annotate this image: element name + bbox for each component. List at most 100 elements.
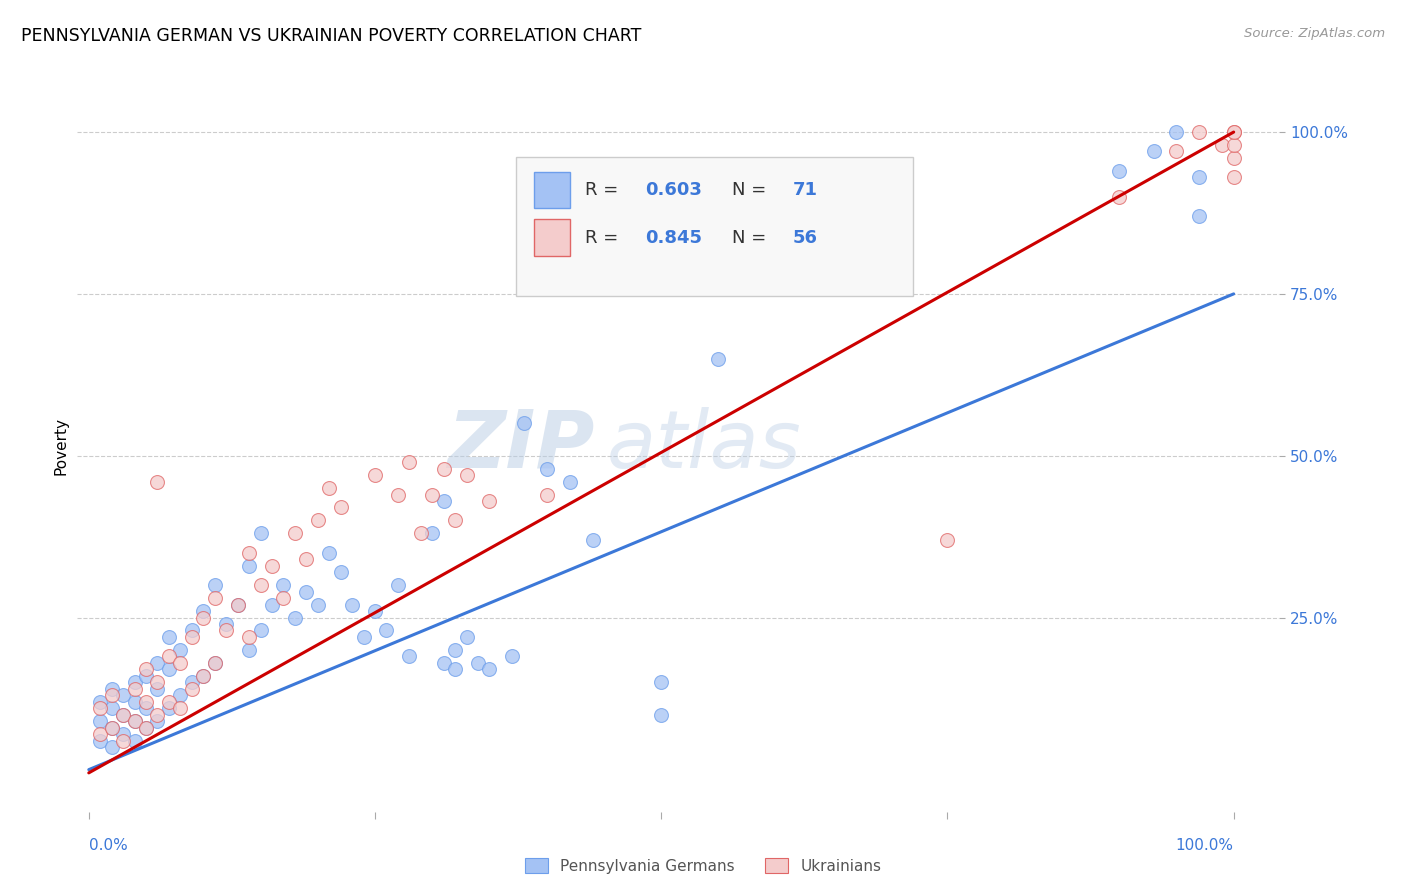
Point: [124, 733, 146, 747]
Point: [936, 533, 959, 547]
Point: [398, 649, 420, 664]
Point: [135, 721, 157, 735]
Point: [249, 578, 271, 592]
Point: [260, 558, 283, 573]
Point: [146, 714, 169, 728]
Text: 0.0%: 0.0%: [89, 838, 128, 853]
Point: [157, 630, 180, 644]
Point: [135, 721, 157, 735]
Text: R =: R =: [585, 181, 624, 199]
Point: [375, 624, 398, 638]
Point: [1222, 151, 1244, 165]
Point: [146, 681, 169, 696]
Point: [146, 475, 169, 489]
Point: [1222, 170, 1244, 185]
Point: [169, 701, 191, 715]
Point: [295, 584, 318, 599]
Point: [124, 695, 146, 709]
Point: [238, 546, 260, 560]
Text: N =: N =: [733, 228, 772, 246]
Point: [226, 598, 249, 612]
Point: [89, 701, 111, 715]
Text: N =: N =: [733, 181, 772, 199]
Point: [100, 739, 122, 754]
Point: [169, 656, 191, 670]
Point: [180, 681, 202, 696]
Point: [329, 500, 352, 515]
Point: [398, 455, 420, 469]
Point: [135, 662, 157, 676]
Point: [409, 526, 432, 541]
Text: ZIP: ZIP: [447, 407, 595, 485]
Point: [193, 610, 215, 624]
Point: [456, 630, 478, 644]
Point: [260, 598, 283, 612]
Point: [169, 643, 191, 657]
Point: [100, 721, 122, 735]
Point: [157, 649, 180, 664]
Point: [100, 721, 122, 735]
Point: [329, 566, 352, 580]
Point: [536, 461, 558, 475]
Point: [444, 513, 467, 527]
Point: [284, 610, 307, 624]
Point: [135, 701, 157, 715]
Point: [387, 578, 409, 592]
Point: [204, 591, 226, 606]
Point: [340, 598, 363, 612]
Point: [249, 624, 271, 638]
Point: [112, 733, 135, 747]
Text: atlas: atlas: [606, 407, 801, 485]
Point: [100, 681, 122, 696]
Point: [89, 733, 111, 747]
Point: [478, 662, 501, 676]
Text: 100.0%: 100.0%: [1175, 838, 1233, 853]
Point: [100, 688, 122, 702]
Point: [1188, 170, 1211, 185]
Point: [204, 578, 226, 592]
Point: [536, 487, 558, 501]
Point: [89, 695, 111, 709]
Point: [112, 727, 135, 741]
Text: 56: 56: [793, 228, 818, 246]
Point: [238, 643, 260, 657]
Point: [467, 656, 489, 670]
Point: [124, 714, 146, 728]
Point: [204, 656, 226, 670]
Point: [1166, 125, 1188, 139]
Text: 0.603: 0.603: [645, 181, 702, 199]
Point: [1222, 125, 1244, 139]
Text: Source: ZipAtlas.com: Source: ZipAtlas.com: [1244, 27, 1385, 40]
Point: [1108, 190, 1130, 204]
Text: 71: 71: [793, 181, 818, 199]
Point: [433, 494, 456, 508]
Point: [478, 494, 501, 508]
Point: [146, 675, 169, 690]
Point: [1108, 164, 1130, 178]
Point: [456, 468, 478, 483]
Point: [226, 598, 249, 612]
Point: [180, 675, 202, 690]
Point: [215, 624, 238, 638]
Point: [169, 688, 191, 702]
Point: [307, 513, 329, 527]
Point: [112, 707, 135, 722]
Point: [1211, 138, 1233, 153]
Point: [1166, 145, 1188, 159]
Point: [364, 604, 387, 618]
Point: [273, 578, 295, 592]
Point: [318, 546, 340, 560]
FancyBboxPatch shape: [516, 157, 912, 296]
Point: [100, 701, 122, 715]
Point: [157, 701, 180, 715]
Point: [249, 526, 271, 541]
Point: [295, 552, 318, 566]
Point: [433, 656, 456, 670]
Point: [146, 707, 169, 722]
Point: [193, 669, 215, 683]
Point: [124, 675, 146, 690]
Point: [112, 688, 135, 702]
Point: [238, 630, 260, 644]
Bar: [534, 219, 571, 256]
Y-axis label: Poverty: Poverty: [53, 417, 69, 475]
